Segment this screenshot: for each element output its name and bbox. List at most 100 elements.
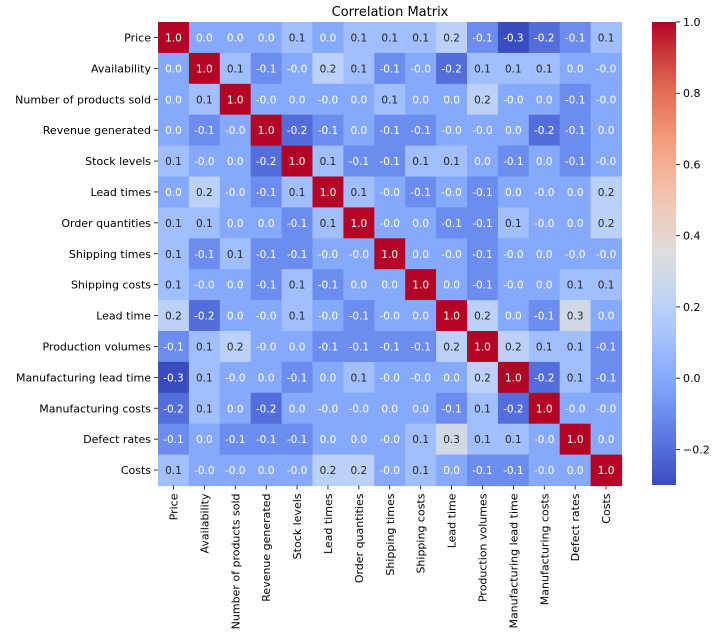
y-tick-label: Lead time [96, 310, 151, 323]
heatmap-cell-label: -0.2 [534, 32, 555, 44]
heatmap-cell-label: -0.1 [472, 32, 493, 44]
heatmap-cell-label: 0.0 [258, 372, 275, 384]
heatmap-cell-label: 0.3 [443, 434, 460, 446]
heatmap-cell-label: -0.0 [380, 311, 401, 323]
colorbar-tick-label: 0.6 [683, 158, 701, 171]
heatmap-cell-label: -0.1 [503, 156, 524, 168]
heatmap-cell-label: -0.0 [318, 403, 339, 415]
heatmap-cell-label: 0.1 [412, 465, 429, 477]
heatmap-cell [528, 83, 561, 116]
heatmap-cell-label: -0.1 [318, 280, 339, 292]
heatmap-cell [219, 269, 252, 301]
heatmap-cell [219, 454, 252, 487]
heatmap-cell [343, 207, 375, 239]
heatmap-cell-label: -0.0 [194, 156, 215, 168]
heatmap-cell-label: 0.1 [196, 218, 213, 230]
heatmap-cell-label: 0.1 [196, 403, 213, 415]
y-tick-label: Price [124, 31, 151, 44]
heatmap-cell-label: -0.1 [472, 218, 493, 230]
heatmap-cell-label: 0.1 [165, 249, 182, 261]
heatmap-cell [405, 114, 437, 147]
heatmap-cell-label: 0.1 [289, 187, 306, 199]
heatmap-cell-label: 0.0 [567, 63, 584, 75]
y-tick-label: Number of products sold [15, 93, 151, 106]
y-tick-label: Shipping costs [71, 279, 151, 292]
heatmap-cell-label: 0.1 [505, 434, 522, 446]
y-tick-label: Revenue generated [43, 124, 151, 137]
heatmap-cell [405, 454, 437, 487]
heatmap-cell [497, 423, 530, 456]
heatmap-cell-label: 0.1 [505, 63, 522, 75]
heatmap-cell-label: -0.1 [349, 156, 370, 168]
heatmap-cell [250, 269, 283, 301]
heatmap-cell-label: 0.1 [474, 63, 491, 75]
y-tick-label: Availability [91, 62, 151, 75]
heatmap-cell-label: 0.0 [443, 280, 460, 292]
heatmap-cell [497, 114, 530, 147]
heatmap-cell-label: 0.0 [536, 249, 553, 261]
heatmap-cell [250, 145, 283, 178]
heatmap-cell [312, 52, 344, 85]
y-tick-label: Order quantities [61, 217, 151, 230]
heatmap-cell-label: 0.1 [443, 156, 460, 168]
colorbar-tick-label: 0.4 [683, 230, 701, 243]
heatmap-cell [343, 52, 375, 85]
heatmap-cell-label: 0.1 [567, 341, 584, 353]
heatmap-cell [219, 145, 252, 178]
heatmap-cell-label: 0.0 [196, 32, 213, 44]
heatmap-cell [590, 423, 623, 456]
heatmap-cell [343, 392, 375, 425]
heatmap-cell [528, 423, 561, 456]
heatmap-cell [497, 145, 530, 178]
heatmap-cell [590, 114, 623, 147]
heatmap-cell-label: -0.1 [380, 63, 401, 75]
heatmap-cell [281, 454, 314, 487]
heatmap-cell-label: -0.0 [318, 311, 339, 323]
heatmap-cell [312, 238, 344, 270]
heatmap-cell-label: 0.0 [227, 32, 244, 44]
heatmap-cell [436, 238, 468, 270]
heatmap-cell [188, 423, 221, 456]
heatmap-cell-label: 0.0 [412, 403, 429, 415]
heatmap-cell-label: -0.1 [565, 94, 586, 106]
heatmap-cell [528, 300, 561, 332]
heatmap-cell-label: 0.0 [412, 311, 429, 323]
heatmap-cell-label: 1.0 [258, 125, 275, 137]
heatmap-cell-label: 1.0 [598, 465, 615, 477]
heatmap-cell [436, 331, 468, 363]
heatmap-cell-label: -0.0 [534, 465, 555, 477]
heatmap-cell-label: -0.1 [380, 341, 401, 353]
heatmap-cell [343, 423, 375, 456]
heatmap-cell [219, 52, 252, 85]
heatmap-cell-label: 0.0 [505, 125, 522, 137]
heatmap-cell-label: -0.0 [225, 372, 246, 384]
heatmap-cell-label: -0.0 [349, 403, 370, 415]
heatmap-cell [219, 361, 252, 394]
x-tick-label: Manufacturing costs [538, 493, 551, 605]
heatmap-cell-label: -0.0 [225, 125, 246, 137]
heatmap-cell [497, 300, 530, 332]
heatmap-cell [188, 454, 221, 487]
heatmap-cell [281, 392, 314, 425]
heatmap-cell [436, 392, 468, 425]
y-axis-ticks: Price Availability Number of products sold… [15, 31, 158, 477]
heatmap-cell-label: 0.0 [258, 465, 275, 477]
heatmap-cell-label: 0.1 [350, 32, 367, 44]
heatmap-cell-label: 0.0 [412, 218, 429, 230]
heatmap-cell [374, 361, 406, 394]
heatmap-cell [250, 331, 283, 363]
heatmap-cell [281, 331, 314, 363]
heatmap-cell-label: -0.1 [596, 372, 617, 384]
heatmap-cell-label: 0.0 [598, 311, 615, 323]
y-tick-label: Defect rates [83, 433, 151, 446]
heatmap-cell [219, 207, 252, 239]
heatmap-cell [528, 392, 561, 425]
heatmap-cell-label: -0.2 [503, 403, 524, 415]
heatmap-cell [590, 361, 623, 394]
heatmap-cell-label: 0.0 [227, 403, 244, 415]
heatmap-cell [281, 238, 314, 270]
heatmap-cell-label: -0.0 [503, 249, 524, 261]
heatmap-cell [559, 52, 592, 85]
heatmap-cell [497, 83, 530, 116]
heatmap-cell-label: -0.0 [225, 187, 246, 199]
